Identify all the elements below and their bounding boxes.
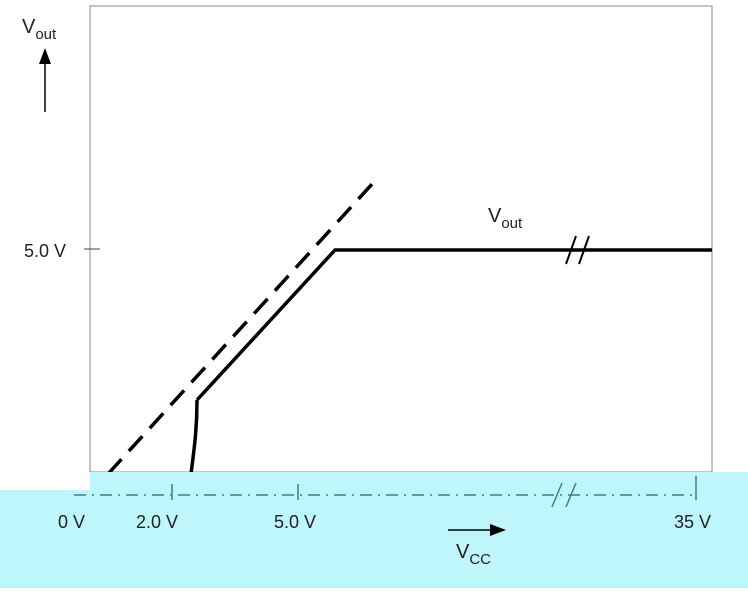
- x-tick-label-2v: 2.0 V: [136, 512, 178, 532]
- y-tick-label-5v: 5.0 V: [24, 241, 66, 261]
- y-axis-arrow-head: [39, 48, 51, 64]
- overlay-band-lower: [0, 490, 748, 588]
- overlay-band-upper: [90, 472, 748, 490]
- vout-startup-segment: [189, 399, 199, 475]
- break-mark-curve-b: [578, 235, 590, 265]
- break-mark-axis-b: [565, 482, 577, 508]
- ideal-output-dashed-line: [106, 181, 375, 476]
- y-axis-label: Vout: [22, 16, 57, 43]
- x-tick-label-35v: 35 V: [674, 512, 711, 532]
- x-axis-arrow-head: [490, 524, 506, 536]
- x-tick-label-0v: 0 V: [58, 512, 85, 532]
- x-axis-label: VCC: [456, 541, 491, 568]
- curve-label: Vout: [488, 205, 523, 232]
- plot-frame: [89, 5, 713, 473]
- x-tick-label-5v: 5.0 V: [274, 512, 316, 532]
- vout-curve: [195, 248, 712, 402]
- break-mark-axis-a: [551, 482, 563, 508]
- break-mark-curve-a: [565, 235, 577, 265]
